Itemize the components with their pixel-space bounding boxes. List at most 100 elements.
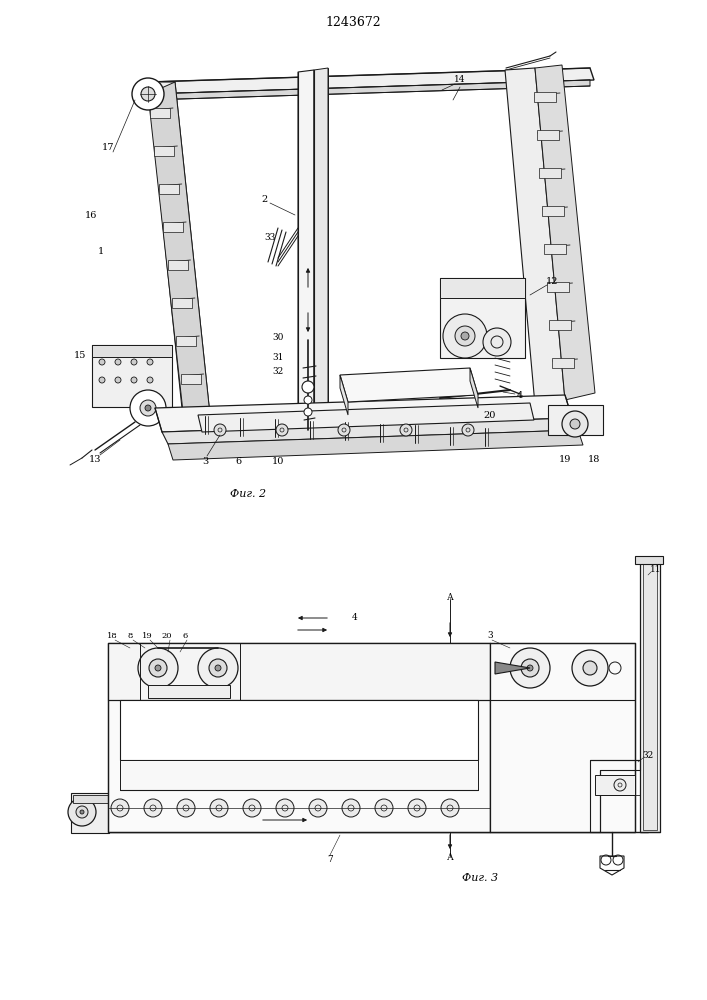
Text: А: А (447, 854, 453, 862)
Bar (172, 298, 192, 308)
Text: 7: 7 (327, 856, 333, 864)
Circle shape (138, 648, 178, 688)
Circle shape (455, 326, 475, 346)
Circle shape (149, 659, 167, 677)
Bar (163, 222, 183, 232)
Text: 20: 20 (484, 410, 496, 420)
Circle shape (141, 87, 155, 101)
Polygon shape (340, 368, 478, 402)
Circle shape (570, 419, 580, 429)
Circle shape (441, 799, 459, 817)
Polygon shape (108, 643, 490, 832)
Bar (537, 130, 559, 140)
Text: 32: 32 (643, 752, 654, 760)
Circle shape (131, 359, 137, 365)
Circle shape (510, 648, 550, 688)
Text: 13: 13 (89, 456, 101, 464)
Text: 1: 1 (98, 247, 104, 256)
Circle shape (132, 78, 164, 110)
Text: 3: 3 (487, 632, 493, 641)
Bar (539, 168, 561, 178)
Polygon shape (314, 68, 328, 408)
Polygon shape (162, 418, 578, 444)
Bar (92, 345, 172, 407)
Circle shape (115, 359, 121, 365)
Polygon shape (495, 662, 530, 674)
Text: 18: 18 (107, 632, 117, 640)
Bar (547, 282, 568, 292)
Polygon shape (148, 685, 230, 698)
Bar (643, 560, 657, 830)
Text: 1243672: 1243672 (325, 15, 381, 28)
Circle shape (198, 648, 238, 688)
Text: А: А (447, 593, 453, 602)
Circle shape (243, 799, 261, 817)
Circle shape (209, 659, 227, 677)
Text: Фиг. 3: Фиг. 3 (462, 873, 498, 883)
Polygon shape (535, 65, 595, 400)
Circle shape (304, 408, 312, 416)
Bar (180, 374, 201, 384)
Text: 2: 2 (262, 196, 268, 205)
Circle shape (131, 377, 137, 383)
Text: 8: 8 (127, 632, 133, 640)
Text: 20: 20 (162, 632, 173, 640)
Bar (542, 206, 563, 216)
Circle shape (214, 424, 226, 436)
Circle shape (80, 810, 84, 814)
Text: 4: 4 (352, 613, 358, 622)
Text: 12: 12 (546, 277, 559, 286)
Circle shape (521, 659, 539, 677)
Text: 31: 31 (272, 354, 284, 362)
Circle shape (572, 650, 608, 686)
Text: 3: 3 (202, 458, 208, 466)
Text: 4: 4 (517, 390, 523, 399)
Bar (71, 793, 109, 833)
Bar (440, 278, 525, 358)
Circle shape (111, 799, 129, 817)
Text: 19: 19 (559, 456, 571, 464)
Bar (159, 184, 179, 194)
Polygon shape (470, 368, 478, 408)
Circle shape (483, 328, 511, 356)
Bar (168, 260, 187, 270)
Circle shape (342, 799, 360, 817)
Circle shape (461, 332, 469, 340)
Circle shape (130, 390, 166, 426)
Bar (440, 278, 525, 298)
Polygon shape (148, 68, 594, 94)
Bar (150, 108, 170, 118)
Polygon shape (120, 700, 478, 760)
Polygon shape (505, 68, 565, 405)
Text: 14: 14 (455, 76, 466, 85)
Circle shape (562, 411, 588, 437)
Text: 11: 11 (650, 566, 662, 574)
Polygon shape (148, 82, 210, 418)
Text: 30: 30 (272, 334, 284, 342)
Text: 6: 6 (182, 632, 187, 640)
Circle shape (177, 799, 195, 817)
Bar (549, 320, 571, 330)
Bar (154, 146, 175, 156)
Circle shape (210, 799, 228, 817)
Bar (595, 775, 635, 795)
Polygon shape (340, 375, 348, 415)
Bar (551, 358, 573, 368)
Text: 32: 32 (272, 367, 284, 376)
Circle shape (147, 377, 153, 383)
Bar (548, 405, 603, 435)
Polygon shape (155, 395, 572, 432)
Polygon shape (148, 80, 590, 100)
Circle shape (614, 779, 626, 791)
Bar (544, 244, 566, 254)
Bar (92, 345, 172, 357)
Circle shape (276, 424, 288, 436)
Circle shape (144, 799, 162, 817)
Bar (534, 92, 556, 102)
Circle shape (375, 799, 393, 817)
Circle shape (408, 799, 426, 817)
Text: Фиг. 2: Фиг. 2 (230, 489, 266, 499)
Text: 15: 15 (74, 351, 86, 360)
Circle shape (147, 359, 153, 365)
Circle shape (302, 381, 314, 393)
